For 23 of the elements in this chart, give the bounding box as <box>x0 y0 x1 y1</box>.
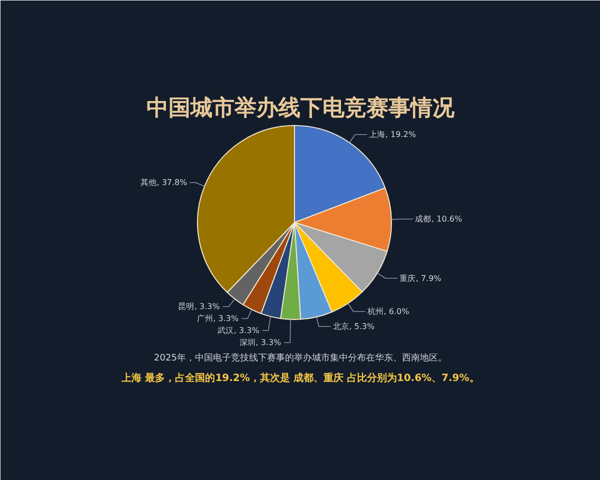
slice-label: 成都 <box>415 214 432 224</box>
slice-label: 昆明 <box>178 302 194 312</box>
text: 2025年，中国电子竞技线下赛事的举办城市集中分布在华东、西南地区。 <box>154 352 447 364</box>
slice-label: 重庆 <box>399 274 416 283</box>
slice-label: 杭州 <box>366 306 384 316</box>
data-label: , 3.3% <box>194 302 220 312</box>
slice-label: 武汉 <box>217 326 234 336</box>
slice-label: 其他 <box>140 178 156 188</box>
data-label: , 3.3% <box>213 314 239 324</box>
data-label: , 19.2% <box>385 130 416 140</box>
data-label: , 3.3% <box>234 326 260 336</box>
data-label: , 37.8% <box>156 178 188 188</box>
data-label: , 3.3% <box>256 338 282 348</box>
chart-title: 中国城市举办线下电竞赛事情况 <box>146 95 456 121</box>
slice-label: 深圳 <box>239 338 256 348</box>
slice-label: 北京 <box>332 322 349 331</box>
data-label: , 10.6% <box>432 214 462 224</box>
data-label: , 7.9% <box>416 274 442 283</box>
slice-label: 广州 <box>196 314 213 324</box>
data-label: , 6.0% <box>384 306 410 316</box>
text: 上海 最多，占全国的19.2%，其次是 成都、重庆 占比分别为10.6%、7.9%。 <box>120 372 480 384</box>
data-label: , 5.3% <box>349 322 375 331</box>
slice-label: 上海 <box>369 130 386 140</box>
